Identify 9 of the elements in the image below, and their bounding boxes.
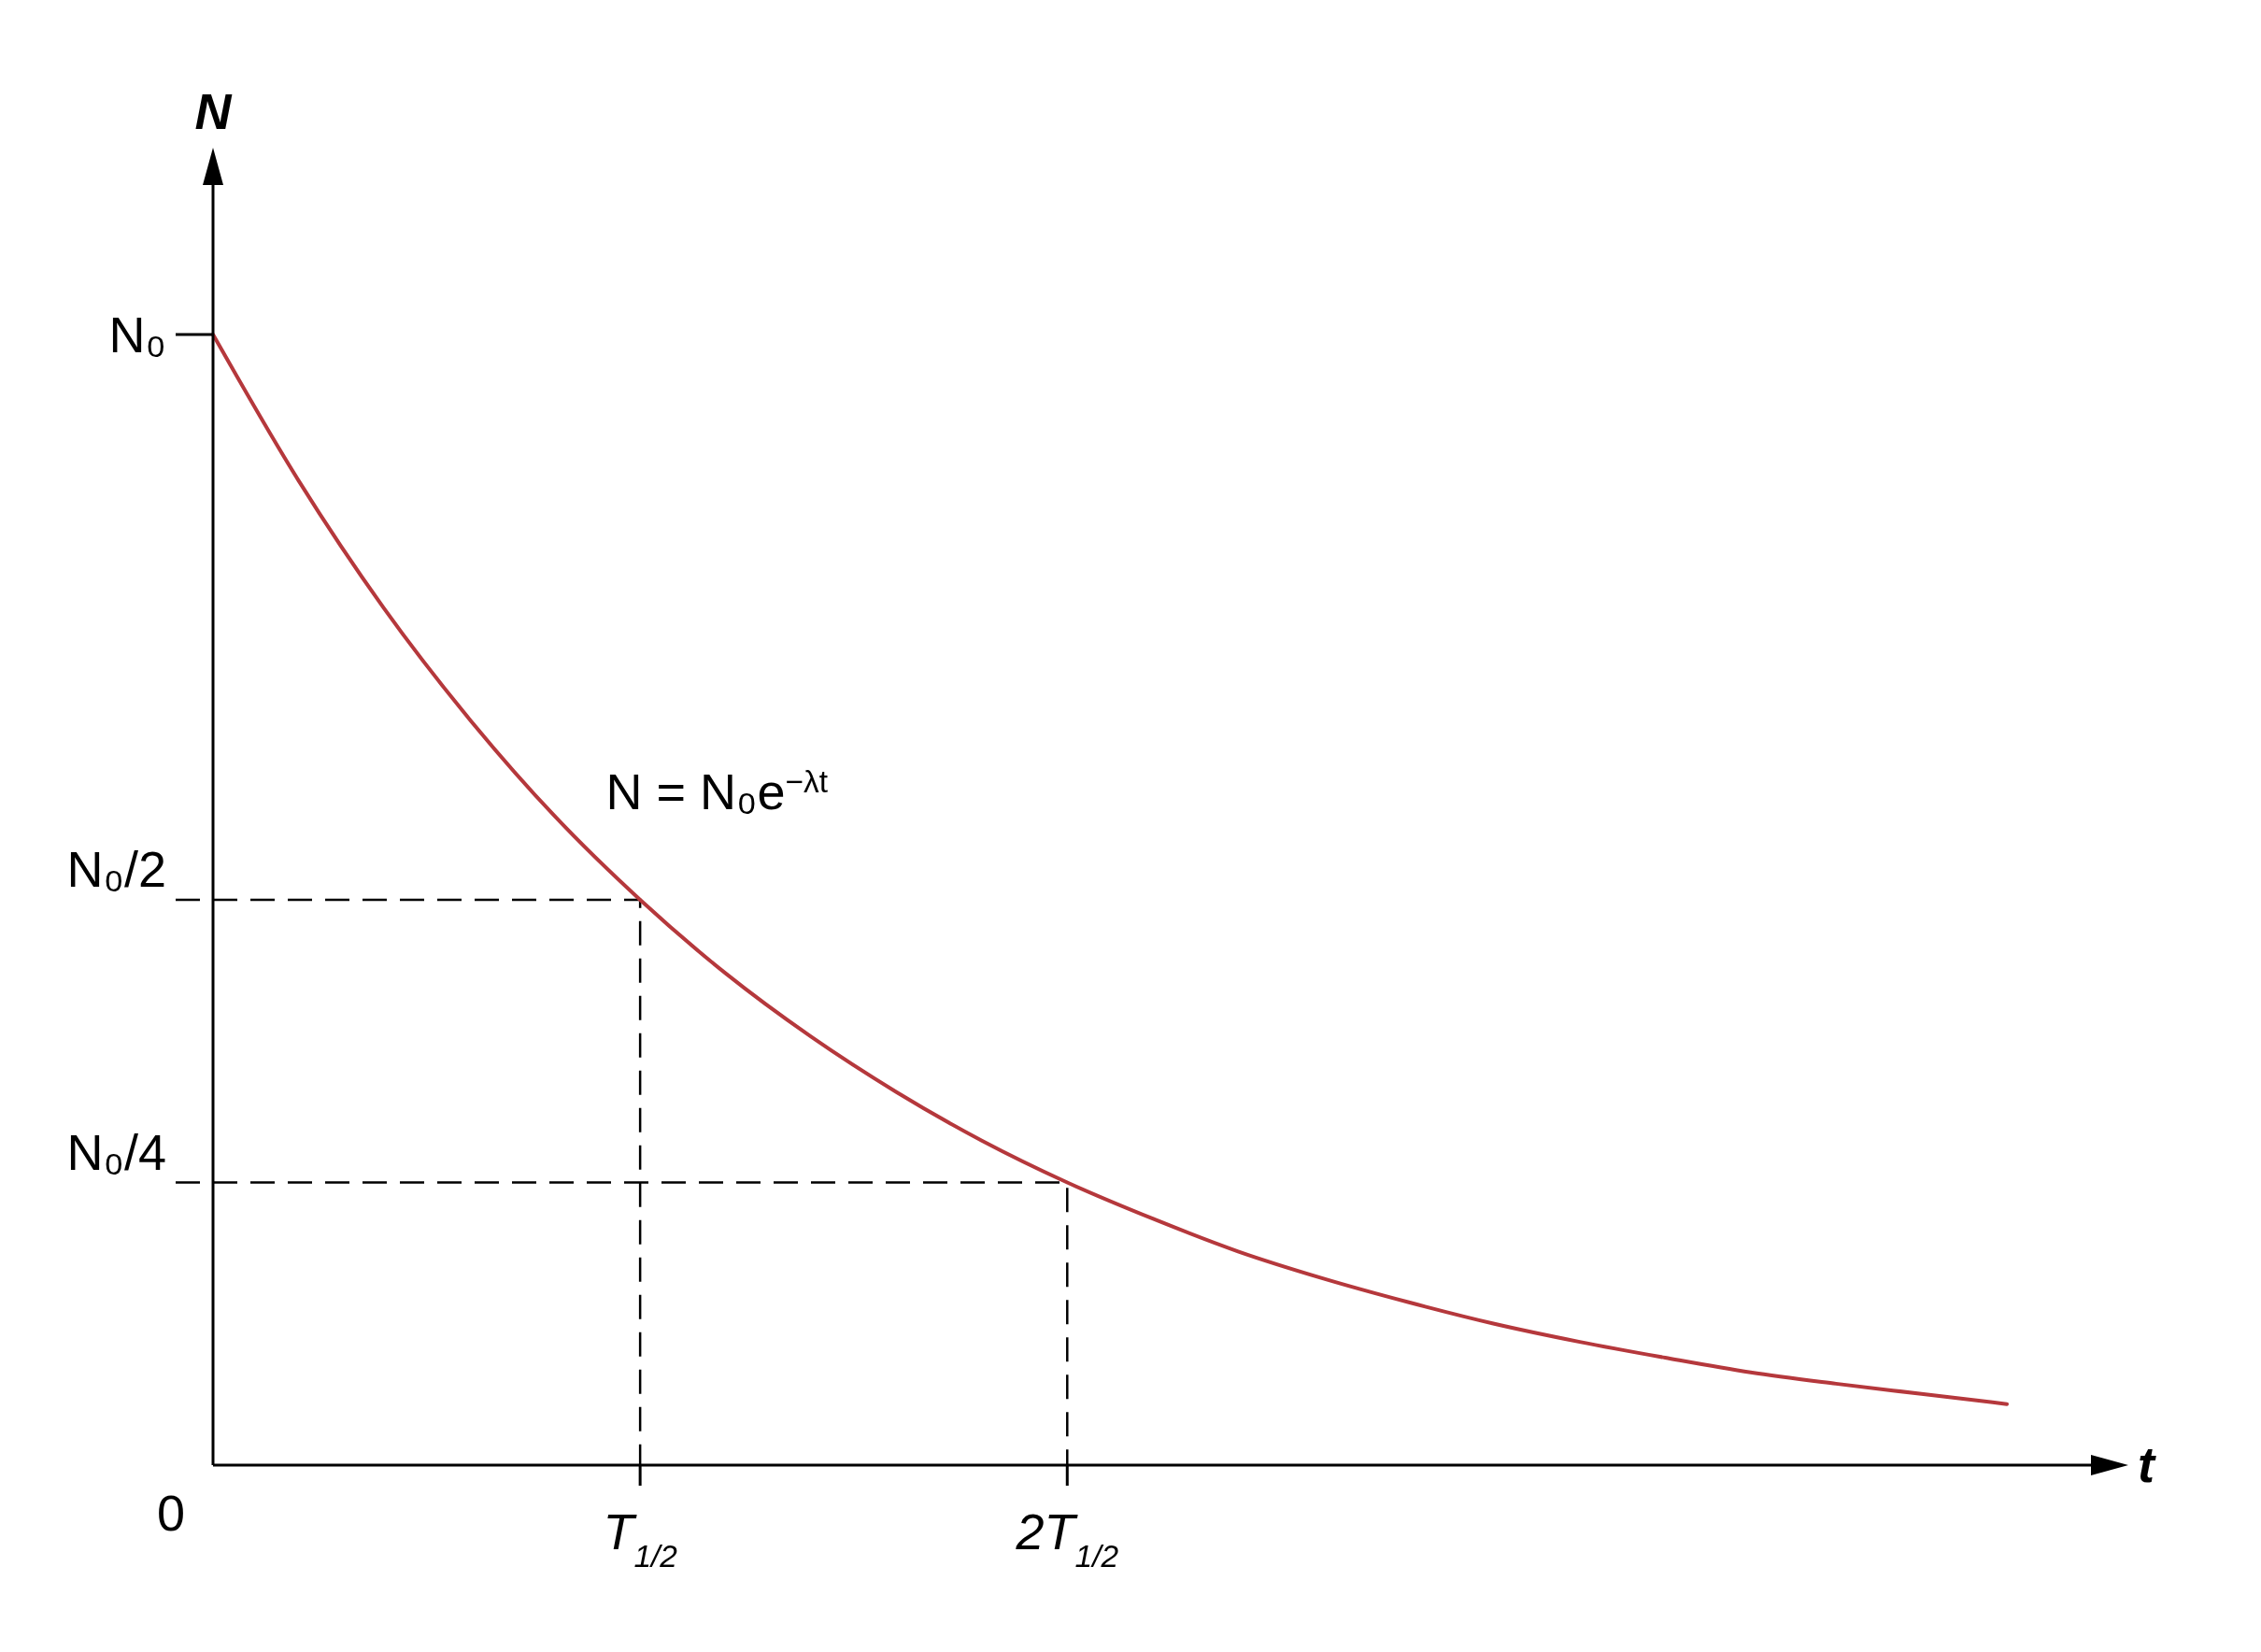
annotation: N = N₀e$^{−λt}$ (605, 763, 829, 820)
ref-line-label: N₀/2 (66, 841, 166, 897)
text: 2T$_{1/2}$ (1015, 1503, 1119, 1574)
text: 0 (156, 1485, 185, 1541)
x-axis-title: t (2138, 1436, 2156, 1492)
y-axis-title: N (194, 83, 233, 139)
text: T$_{1/2}$ (603, 1503, 678, 1574)
ref-line-label: N₀/4 (66, 1123, 166, 1180)
text: N₀ (108, 306, 166, 363)
